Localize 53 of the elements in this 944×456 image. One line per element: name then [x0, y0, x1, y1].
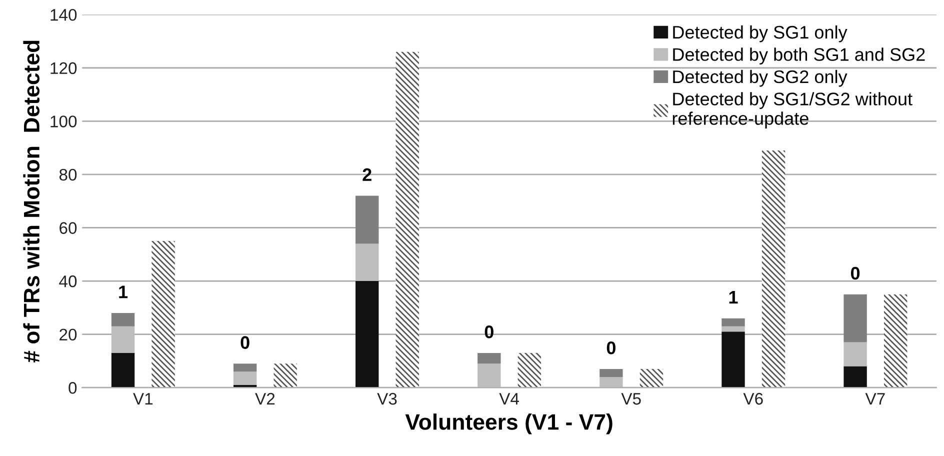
y-axis-title: # of TRs with Motion Detected — [23, 40, 40, 362]
y-tick-label: 80 — [59, 168, 77, 181]
bar — [844, 294, 867, 342]
bar — [844, 342, 867, 366]
y-tick-label: 120 — [50, 62, 77, 74]
bar — [722, 318, 745, 326]
bar — [600, 368, 623, 377]
y-tick-label: 60 — [60, 222, 77, 234]
x-axis-title: Volunteers (V1 - V7) — [405, 414, 612, 434]
y-tick-label: 20 — [60, 328, 77, 341]
bar — [478, 364, 501, 388]
bar — [356, 196, 379, 244]
y-tick-label: 100 — [50, 116, 77, 128]
bar — [478, 352, 501, 364]
x-tick-label: V4 — [499, 393, 519, 405]
y-tick-label: 40 — [59, 275, 77, 288]
annotation: 0 — [484, 326, 494, 338]
bar — [233, 372, 257, 385]
bar — [722, 326, 745, 332]
x-tick-label: V2 — [255, 392, 275, 405]
x-tick-label: V1 — [133, 393, 153, 405]
bar — [722, 332, 745, 388]
bar — [396, 52, 419, 388]
bar — [233, 364, 257, 372]
annotation: 1 — [729, 291, 738, 304]
annotation: 0 — [240, 336, 250, 349]
legend-label: Detected by SG1/SG2 without reference-update — [672, 92, 912, 128]
bar — [111, 313, 135, 326]
bar — [274, 364, 297, 388]
bar — [600, 376, 623, 388]
x-tick-label: V6 — [743, 392, 763, 405]
bar — [356, 281, 379, 388]
y-tick-label: 0 — [68, 382, 77, 394]
bar — [884, 294, 908, 388]
bar — [844, 366, 867, 388]
annotation: 2 — [362, 168, 372, 181]
annotation: 1 — [119, 286, 128, 298]
x-tick-label: V3 — [377, 392, 397, 405]
bar — [762, 150, 786, 388]
legend-label: Detected by both SG1 and SG2 — [673, 48, 925, 65]
annotation: 0 — [850, 266, 860, 280]
legend-label: Detected by SG2 only — [673, 70, 848, 87]
bar — [356, 244, 379, 282]
bar — [111, 326, 135, 353]
bar — [518, 352, 542, 388]
bar — [111, 352, 135, 388]
x-tick-label: V7 — [865, 393, 885, 405]
bar — [640, 368, 664, 388]
bar — [152, 241, 175, 388]
legend-label: Detected by SG1 only — [673, 25, 848, 42]
x-tick-label: V5 — [621, 393, 641, 405]
y-tick-label: 140 — [50, 8, 77, 21]
annotation: 0 — [606, 341, 616, 354]
